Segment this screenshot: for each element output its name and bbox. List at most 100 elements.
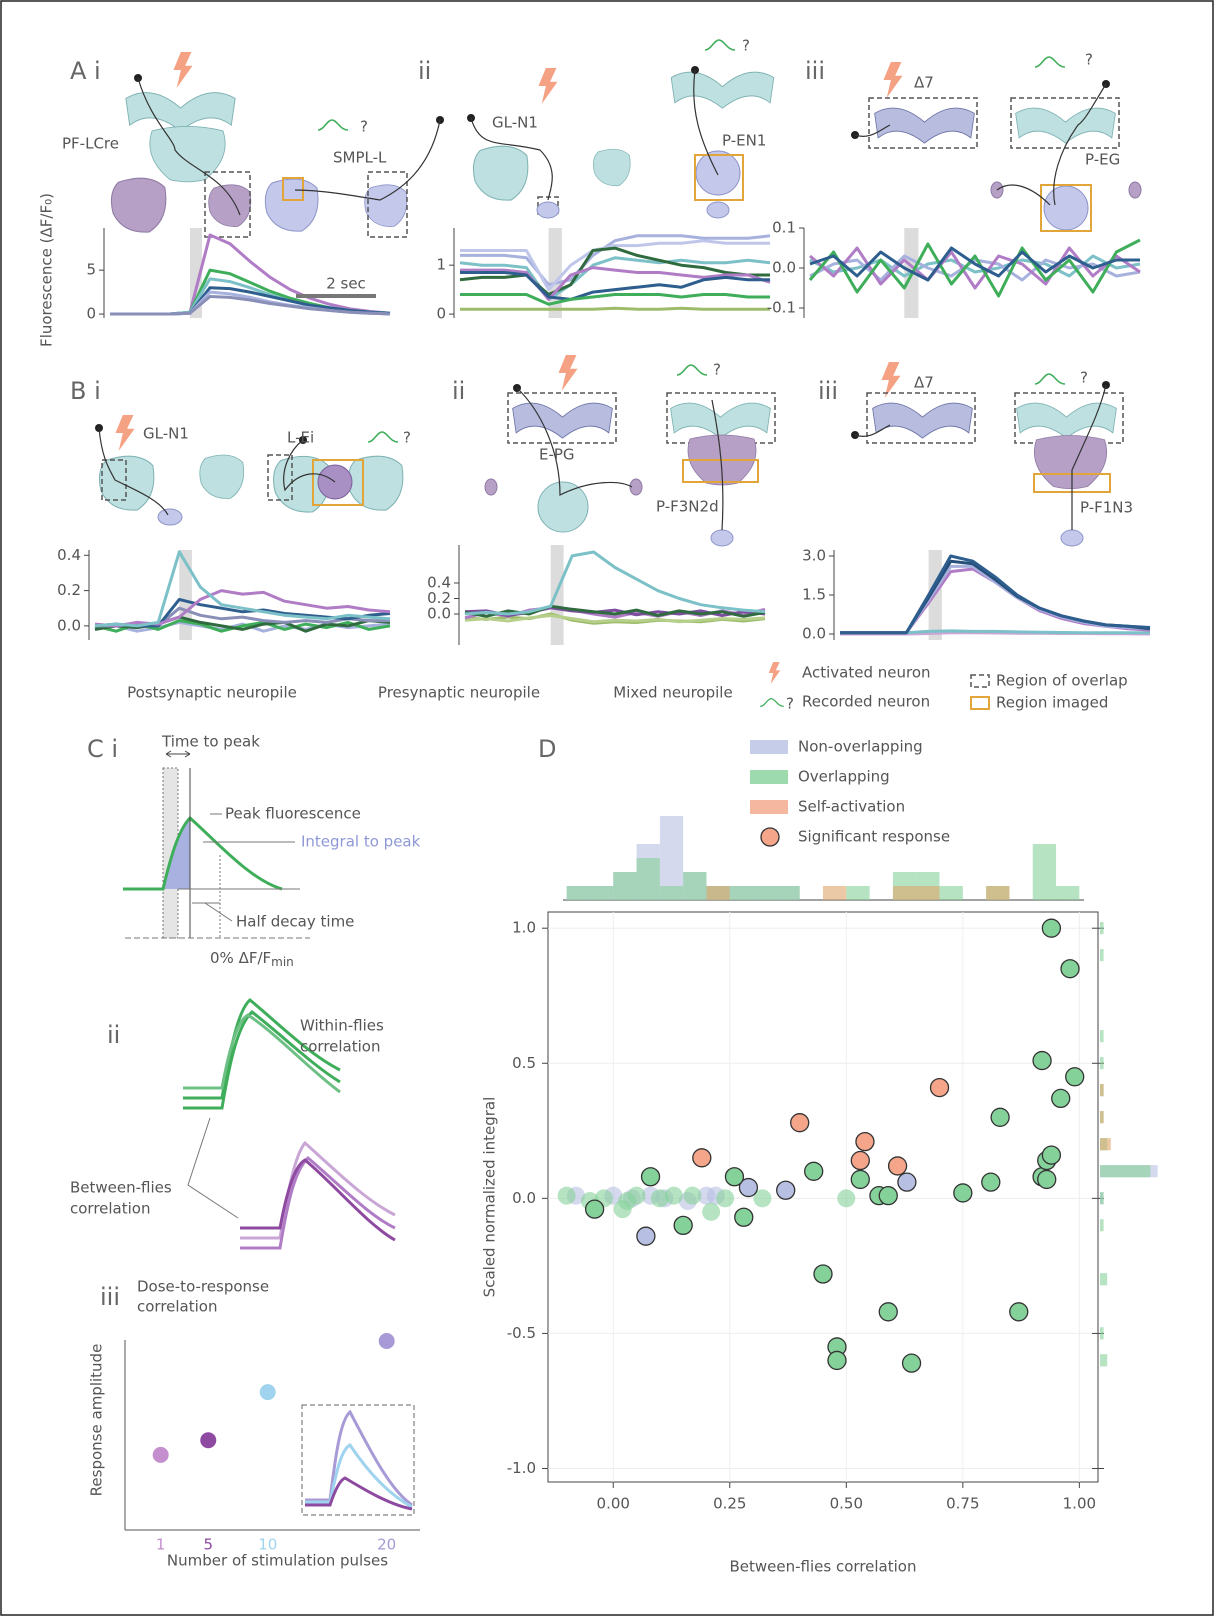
trace — [460, 234, 771, 287]
shape — [536, 201, 560, 219]
hist-bar — [1100, 1111, 1104, 1124]
legend-label: Non-overlapping — [798, 738, 923, 756]
shape — [282, 177, 304, 201]
y-tick-label: 5 — [86, 261, 96, 279]
data-point — [804, 1161, 824, 1181]
shape — [507, 392, 617, 444]
shape — [512, 402, 613, 439]
data-point — [878, 1302, 898, 1322]
hist-bar — [613, 872, 637, 900]
trace — [808, 238, 1141, 298]
trace — [464, 614, 766, 624]
y-tick-label: 0.4 — [427, 573, 451, 591]
x-tick-label: 0.75 — [946, 1495, 979, 1513]
hist-bar — [683, 872, 707, 900]
hist-bar — [659, 886, 684, 900]
shape — [996, 83, 1107, 206]
y-tick-label: 3.0 — [802, 546, 826, 564]
y-tick-label: 0.0 — [772, 259, 796, 277]
shape — [1015, 107, 1116, 144]
shape — [677, 364, 707, 376]
schematic: ? E-PG P-F3N2d — [484, 355, 776, 547]
trace — [840, 554, 1151, 635]
hist-bar — [1100, 949, 1104, 962]
data-point — [776, 1180, 796, 1200]
shape — [629, 478, 643, 496]
data-point — [702, 1202, 721, 1221]
schematic: ? GL-N1 L-Ei — [95, 415, 411, 526]
data-point — [901, 1353, 922, 1373]
shape — [305, 1409, 413, 1507]
neuron-label: P-EG — [1085, 151, 1120, 169]
data-point — [738, 1177, 759, 1198]
hist-bar — [1100, 1057, 1104, 1070]
y-tick-label: 0.4 — [57, 546, 81, 564]
data-point — [692, 1148, 712, 1168]
shape — [854, 424, 891, 437]
diagram — [183, 998, 396, 1250]
panel-label: D — [538, 735, 556, 763]
trace — [460, 306, 770, 311]
data-point — [850, 1150, 870, 1171]
category-label: Presynaptic neuropile — [378, 684, 540, 702]
data-point — [790, 1113, 810, 1133]
shape — [694, 154, 744, 201]
schematic: ? Δ7 P-EG — [851, 51, 1142, 232]
shape — [1071, 384, 1107, 530]
data-point — [557, 1186, 576, 1205]
shape — [760, 697, 784, 708]
shape — [163, 818, 190, 889]
hist-bar — [753, 886, 777, 900]
neuron-label: Δ7 — [914, 374, 934, 392]
neuron-label: P-F1N3 — [1080, 499, 1133, 517]
neuron-label: Δ7 — [914, 74, 934, 92]
annotation: 0% ΔF/F — [210, 949, 271, 967]
hist-bar — [706, 886, 730, 900]
panel-label: iii — [805, 57, 825, 85]
panel-label: A i — [70, 57, 101, 85]
shape — [1040, 184, 1092, 232]
shape — [301, 1404, 415, 1516]
annotation: min — [271, 955, 294, 969]
shape — [110, 177, 167, 233]
shape — [592, 148, 631, 187]
hist-bar — [1100, 1219, 1104, 1232]
shape — [318, 119, 348, 131]
shape — [305, 1476, 413, 1511]
shape — [347, 455, 404, 511]
x-tick-label: 0.00 — [597, 1495, 630, 1513]
shape — [470, 117, 553, 201]
trace — [460, 239, 770, 292]
data-point — [878, 1185, 898, 1206]
shape — [157, 508, 183, 526]
y-tick-label: 0.0 — [512, 1189, 536, 1207]
data-point — [953, 1183, 973, 1203]
data-point — [887, 1156, 908, 1176]
data-point — [855, 1131, 875, 1152]
shape — [854, 124, 891, 137]
shape — [537, 481, 589, 533]
data-point — [827, 1350, 847, 1371]
annotation: Integral to peak — [301, 833, 421, 851]
legend-swatch — [750, 740, 788, 754]
trace — [809, 246, 1140, 282]
neuron-label: GL-N1 — [143, 425, 189, 443]
data-point — [673, 1215, 693, 1236]
y-tick-label: 0.5 — [512, 1054, 536, 1072]
data-point — [1041, 918, 1062, 938]
data-point — [981, 1172, 1001, 1192]
hist-bar — [1100, 1273, 1108, 1286]
x-tick-label: 1.00 — [1063, 1495, 1096, 1513]
annotation: Dose-to-response — [137, 1278, 269, 1296]
shape — [183, 1010, 341, 1110]
data-point — [734, 1207, 754, 1227]
hist-bar — [1032, 844, 1057, 900]
schematic: ? GL-N1 P-EN1 — [467, 37, 775, 219]
hist-bar — [659, 816, 684, 900]
annotation: correlation — [300, 1038, 381, 1056]
shape — [484, 478, 498, 496]
hist-bar — [846, 886, 870, 900]
question: ? — [1085, 51, 1093, 69]
data-point — [1009, 1302, 1029, 1322]
